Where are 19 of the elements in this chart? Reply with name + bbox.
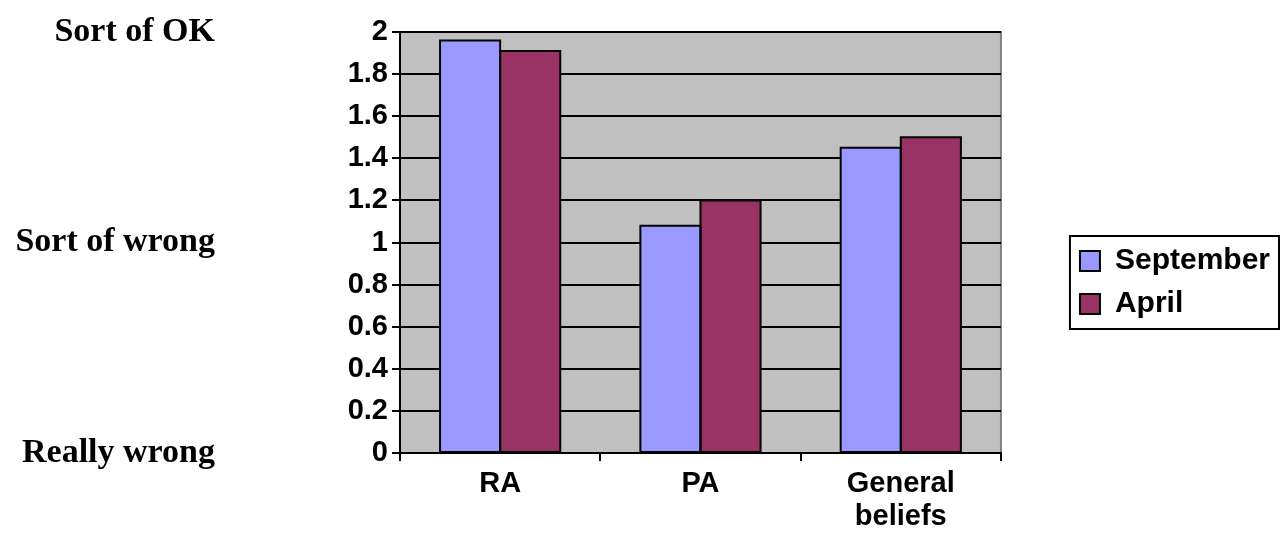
x-tick-label: PA	[681, 465, 720, 498]
legend-label: April	[1114, 285, 1184, 319]
legend-label: September	[1114, 242, 1271, 276]
y-tick-label: 1.4	[347, 140, 388, 173]
category-label: Sort of wrong	[15, 221, 215, 259]
x-tick-label: RA	[479, 465, 522, 498]
category-label: Sort of OK	[54, 10, 215, 48]
y-tick-label: 1.6	[347, 98, 388, 131]
y-tick-label: 0.4	[347, 350, 388, 383]
y-tick-label: 0.2	[347, 392, 388, 425]
y-tick-label: 0	[371, 435, 388, 467]
y-tick-label: 0.6	[347, 308, 388, 341]
y-tick-label: 0.8	[347, 266, 388, 299]
x-tick-label: General beliefs	[846, 465, 955, 532]
y-tick-label: 1.2	[347, 182, 388, 215]
y-tick-label: 2	[371, 14, 388, 46]
category-label: Really wrong	[22, 431, 215, 469]
y-tick-label: 1	[371, 224, 388, 257]
y-tick-label: 1.8	[347, 56, 388, 89]
